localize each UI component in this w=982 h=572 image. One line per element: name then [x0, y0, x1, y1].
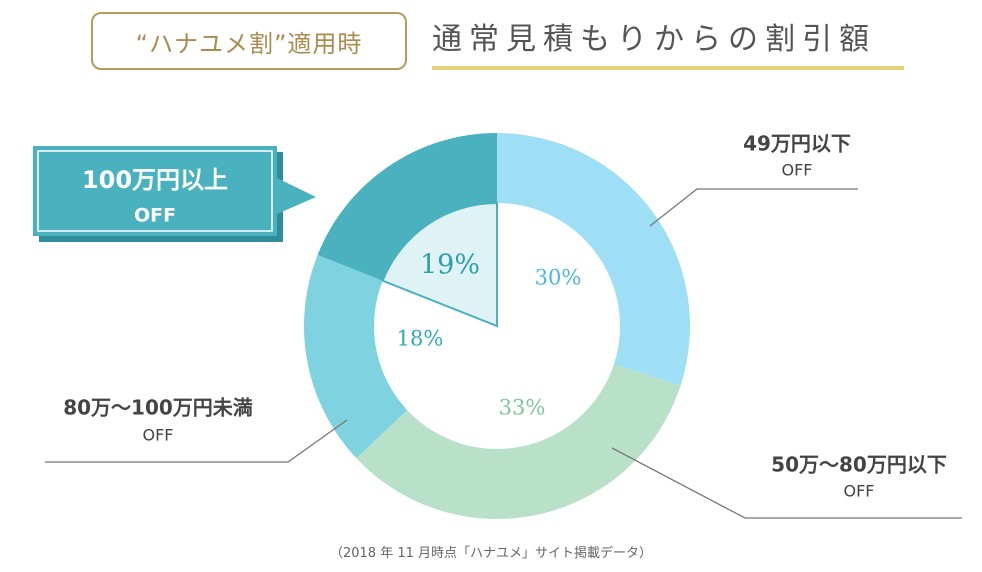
title-underline [432, 66, 904, 70]
callout-category-label: 100万円以上 [82, 166, 228, 194]
pct-label-3: 18% [397, 327, 444, 351]
callout-box [33, 146, 277, 236]
leader-line-2 [611, 447, 962, 519]
page-title: 通常見積もりからの割引額 [432, 22, 876, 57]
category-label-3: 80万〜100万円未満 [63, 396, 253, 420]
donut-slice-3 [304, 254, 408, 459]
pct-label-1: 30% [535, 266, 582, 290]
donut-slice-1 [497, 133, 690, 386]
callout-category-suffix: OFF [134, 205, 176, 227]
category-label-2: 50万〜80万円以下 [771, 453, 947, 477]
category-suffix-1: OFF [782, 161, 813, 180]
leader-line-3 [45, 419, 348, 463]
discount-badge: “ハナユメ割”適用時 [91, 12, 407, 70]
highlight-wedge [381, 201, 498, 328]
leader-line-1 [649, 188, 858, 227]
donut-slice-4 [317, 133, 497, 281]
callout-pointer [277, 178, 316, 214]
pct-label-2: 33% [499, 396, 546, 420]
callout-inner-border [37, 150, 273, 232]
source-footnote: （2018 年 11 月時点「ハナユメ」サイト掲載データ） [329, 546, 653, 561]
category-suffix-3: OFF [143, 426, 174, 445]
donut-slice-2 [356, 364, 681, 519]
category-label-1: 49万円以下 [743, 132, 851, 156]
category-suffix-2: OFF [844, 482, 875, 501]
pct-label-4: 19% [420, 250, 480, 281]
